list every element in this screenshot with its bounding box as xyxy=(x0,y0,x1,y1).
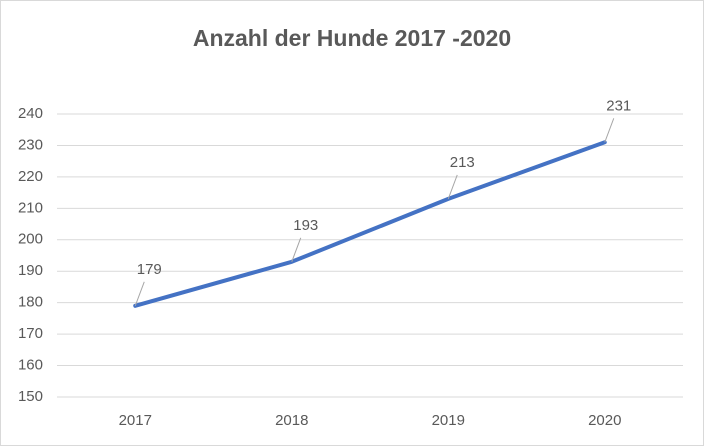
data-label: 193 xyxy=(293,217,318,234)
leader-line xyxy=(134,281,145,306)
x-tick-label: 2020 xyxy=(588,412,621,429)
leader-line xyxy=(604,118,615,143)
leader-line xyxy=(447,174,458,200)
y-tick-label: 230 xyxy=(18,136,43,153)
x-tick-label: 2018 xyxy=(275,412,308,429)
y-tick-label: 220 xyxy=(18,168,43,185)
x-tick-label: 2017 xyxy=(119,412,152,429)
data-label: 213 xyxy=(450,154,475,171)
y-tick-label: 240 xyxy=(18,105,43,122)
y-tick-label: 150 xyxy=(18,388,43,405)
y-tick-label: 180 xyxy=(18,294,43,311)
y-tick-label: 160 xyxy=(18,357,43,374)
y-tick-label: 170 xyxy=(18,325,43,342)
line xyxy=(133,140,607,308)
data-label: 179 xyxy=(137,261,162,278)
chart-title: Anzahl der Hunde 2017 -2020 xyxy=(193,25,511,51)
x-tick-label: 2019 xyxy=(432,412,465,429)
y-tick-label: 210 xyxy=(18,199,43,216)
leader-line xyxy=(291,237,302,262)
y-tick-label: 200 xyxy=(18,231,43,248)
data-label: 231 xyxy=(606,97,631,114)
y-tick-label: 190 xyxy=(18,262,43,279)
